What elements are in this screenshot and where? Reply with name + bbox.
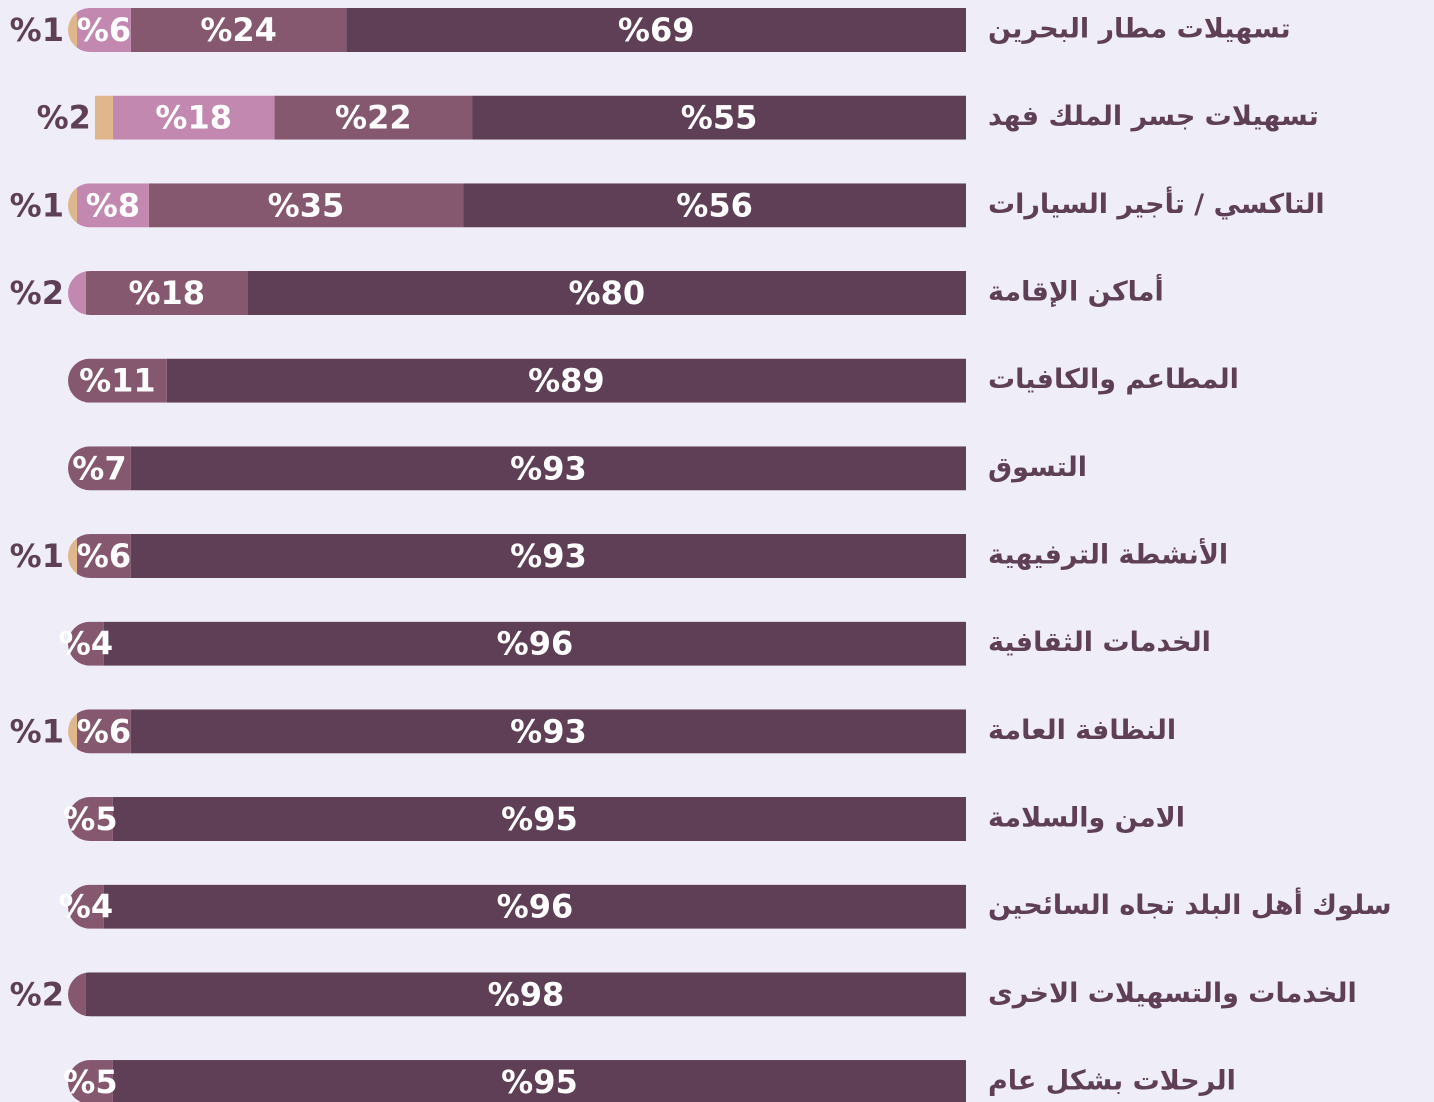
- bar-segment: [76, 709, 131, 754]
- value-label: %4: [59, 625, 113, 663]
- value-label: %6: [77, 712, 131, 750]
- category-label: الأنشطة الترفيهية: [988, 538, 1228, 571]
- value-label: %2: [10, 975, 64, 1013]
- category-label: النظافة العامة: [988, 715, 1176, 746]
- value-label: %95: [501, 800, 578, 838]
- value-label: %96: [497, 888, 574, 926]
- bar-row: [68, 358, 966, 403]
- value-label: %35: [268, 186, 345, 224]
- category-label: تسهيلات مطار البحرين: [988, 14, 1291, 45]
- bar-row: [68, 1060, 966, 1102]
- bar-segment: [274, 95, 473, 140]
- bar-segment: [68, 446, 131, 491]
- value-label: %93: [510, 449, 587, 487]
- value-label: %5: [63, 800, 117, 838]
- value-label: %1: [10, 186, 64, 224]
- value-label: %18: [155, 99, 232, 137]
- bar-segment: [68, 621, 104, 666]
- category-label: الرحلات بشكل عام: [988, 1066, 1236, 1097]
- value-label: %1: [10, 537, 64, 575]
- bar-row: [68, 534, 967, 579]
- bar-row: [68, 972, 966, 1017]
- bar-segment: [68, 534, 77, 579]
- value-label: %11: [79, 362, 156, 400]
- value-label: %7: [72, 449, 126, 487]
- bar-segment: [68, 797, 113, 842]
- bar-row: [68, 709, 967, 754]
- bar-row: [68, 621, 967, 666]
- bar-row: [94, 95, 966, 140]
- value-label: %69: [618, 11, 695, 49]
- bar-segment: [463, 183, 966, 228]
- value-label: %6: [77, 537, 131, 575]
- category-label: الخدمات الثقافية: [988, 627, 1211, 658]
- category-label: المطاعم والكافيات: [988, 364, 1239, 395]
- value-label: %80: [569, 274, 646, 312]
- bar-row: [68, 797, 966, 842]
- value-label: %5: [63, 1063, 117, 1101]
- bar-row: [68, 183, 966, 228]
- value-label: %2: [37, 99, 91, 137]
- bar-segment: [346, 8, 966, 52]
- value-label: %1: [10, 11, 64, 49]
- value-label: %6: [77, 11, 131, 49]
- value-label: %18: [128, 274, 205, 312]
- value-label: %98: [488, 975, 565, 1013]
- bar-segment: [68, 183, 77, 228]
- value-label: %2: [10, 274, 64, 312]
- value-label: %95: [501, 1063, 578, 1101]
- bar-segment: [130, 534, 967, 579]
- bar-row: [68, 271, 967, 316]
- bar-segment: [166, 358, 966, 403]
- bar-segment: [103, 621, 967, 666]
- bar-segment: [68, 8, 77, 52]
- bar-segment: [68, 358, 167, 403]
- bar-segment: [76, 8, 131, 52]
- bar-segment: [130, 446, 967, 491]
- category-label: الخدمات والتسهيلات الاخرى: [988, 978, 1357, 1009]
- value-label: %89: [528, 362, 605, 400]
- bar-segment: [68, 884, 104, 929]
- bar-segment: [76, 534, 131, 579]
- bar-row: [68, 884, 967, 929]
- bar-segment: [472, 95, 966, 140]
- bar-segment: [76, 183, 149, 228]
- bar-segment: [85, 972, 966, 1017]
- value-label: %24: [200, 11, 277, 49]
- bar-segment: [68, 271, 86, 316]
- bar-segment: [130, 709, 967, 754]
- category-label: التاكسي / تأجير السيارات: [988, 186, 1325, 220]
- bar-segment: [68, 1060, 113, 1102]
- bar-segment: [85, 271, 248, 316]
- value-label: %93: [510, 537, 587, 575]
- value-label: %55: [681, 99, 758, 137]
- bar-segment: [112, 797, 966, 842]
- value-label: %96: [497, 625, 574, 663]
- bar-segment: [247, 271, 967, 316]
- bar-row: [68, 8, 966, 52]
- category-label: الامن والسلامة: [988, 803, 1185, 834]
- value-label: %22: [335, 99, 412, 137]
- bar-segment: [103, 884, 967, 929]
- bar-segment: [68, 709, 77, 754]
- category-label: التسوق: [988, 452, 1087, 483]
- category-label: أماكن الإقامة: [988, 274, 1164, 308]
- bar-segment: [112, 1060, 966, 1102]
- category-label: تسهيلات جسر الملك فهد: [988, 101, 1319, 132]
- bar-row: [68, 446, 967, 491]
- value-label: %93: [510, 712, 587, 750]
- value-label: %1: [10, 712, 64, 750]
- bar-segment: [148, 183, 464, 228]
- value-label: %8: [86, 186, 140, 224]
- value-label: %56: [676, 186, 753, 224]
- bar-segment: [130, 8, 347, 52]
- bar-segment: [68, 972, 86, 1017]
- bar-segment: [112, 95, 275, 140]
- value-label: %4: [59, 888, 113, 926]
- bar-segment: [94, 95, 113, 140]
- category-label: سلوك أهل البلد تجاه السائحين: [988, 887, 1392, 921]
